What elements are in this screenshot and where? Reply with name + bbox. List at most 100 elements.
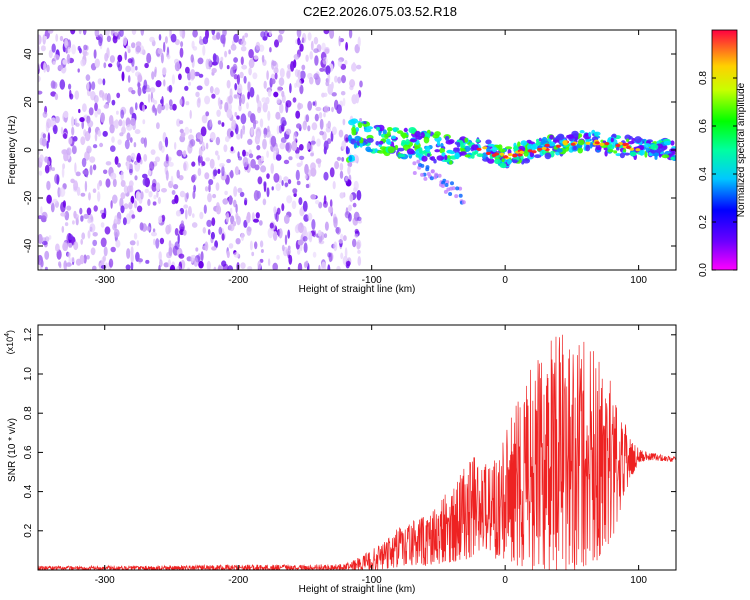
spectrogram-cell bbox=[236, 74, 240, 85]
spectrogram-cell bbox=[482, 146, 488, 150]
spectrogram-cell bbox=[40, 45, 46, 52]
spectrogram-cell bbox=[179, 47, 184, 58]
spectrogram-cell bbox=[114, 30, 119, 37]
spectrogram-cell bbox=[261, 54, 265, 63]
spectrogram-cell bbox=[414, 130, 421, 137]
spectrogram-cell bbox=[198, 147, 203, 157]
spectrogram-cell bbox=[179, 30, 183, 37]
spectrogram-cell bbox=[267, 125, 270, 133]
colorbar-tick-label: 0.8 bbox=[698, 71, 709, 85]
spectrogram-cell bbox=[103, 104, 110, 109]
spectrogram-cell bbox=[331, 126, 337, 135]
spectrogram-cell bbox=[200, 126, 207, 137]
spectrogram-cell bbox=[544, 152, 552, 160]
spectrogram-cell bbox=[78, 30, 82, 35]
spectrogram-cell bbox=[182, 150, 187, 158]
spectrogram-cell bbox=[629, 151, 637, 157]
spectrogram-cell bbox=[191, 40, 195, 49]
spectrogram-cell bbox=[365, 126, 373, 130]
spectrogram-cell bbox=[456, 141, 461, 148]
spectrogram-cell bbox=[85, 74, 91, 81]
spectrogram-cell bbox=[275, 183, 281, 192]
spectrogram-cell bbox=[150, 149, 156, 156]
spectrogram-cell bbox=[86, 254, 90, 260]
spectrogram-cell bbox=[151, 71, 155, 80]
spectrogram-cell bbox=[204, 241, 209, 252]
spectrogram-cell bbox=[299, 84, 304, 95]
spectrogram-cell bbox=[116, 110, 119, 115]
spectrogram-cell bbox=[120, 109, 125, 119]
spectrogram-cell bbox=[473, 151, 479, 155]
spectrogram-cell bbox=[52, 198, 58, 204]
spectrogram-cell bbox=[613, 150, 618, 154]
spectrogram-cell bbox=[91, 81, 96, 91]
spectrogram-cell bbox=[412, 161, 417, 166]
spectrogram-cell bbox=[273, 231, 278, 241]
spectrogram-cell bbox=[97, 191, 101, 202]
spectrogram-cell bbox=[302, 120, 307, 131]
spectrogram-cell bbox=[352, 202, 357, 208]
spectrogram-cell bbox=[266, 173, 270, 180]
spectrogram-cell bbox=[103, 169, 108, 175]
spectrogram-cell bbox=[260, 165, 267, 173]
spectrogram-cell bbox=[234, 83, 238, 91]
spectrogram-cell bbox=[291, 140, 298, 152]
spectrogram-cell bbox=[103, 246, 108, 257]
spectrogram-cell bbox=[247, 91, 251, 100]
spectrogram-cell bbox=[192, 174, 197, 181]
spectrogram-cell bbox=[322, 57, 328, 65]
spectrogram-cell bbox=[137, 86, 142, 97]
spectrogram-cell bbox=[244, 32, 249, 38]
spectrogram-cell bbox=[654, 155, 658, 160]
spectrogram-cell bbox=[145, 226, 151, 231]
spectrogram-cell bbox=[348, 212, 352, 222]
spectrogram-cell bbox=[209, 131, 216, 141]
spectrogram-cell bbox=[512, 159, 518, 164]
spectrogram-cell bbox=[180, 220, 185, 228]
spectrogram-cell bbox=[136, 205, 143, 213]
spectrogram-cell bbox=[450, 181, 454, 186]
spectrogram-cell bbox=[349, 79, 356, 88]
spectrogram-cell bbox=[135, 102, 138, 111]
spectrogram-cell bbox=[341, 75, 346, 84]
spectrogram-cell bbox=[610, 137, 614, 143]
spectrogram-cell bbox=[180, 132, 186, 138]
spectrogram-cell bbox=[51, 43, 56, 53]
spectrogram-cell bbox=[82, 103, 87, 113]
spectrogram-cell bbox=[113, 120, 117, 128]
spectrogram-cell bbox=[70, 30, 76, 35]
spectrogram-cell bbox=[201, 161, 206, 167]
spectrogram-cell bbox=[189, 128, 193, 134]
spectrogram-cell bbox=[353, 142, 357, 149]
spectrogram-cell bbox=[423, 136, 430, 144]
spectrogram-cell bbox=[203, 204, 207, 214]
spectrogram-cell bbox=[250, 158, 256, 169]
spectrogram-cell bbox=[283, 214, 290, 224]
spectrogram-cell bbox=[311, 122, 318, 131]
spectrogram-cell bbox=[122, 217, 127, 226]
spectrogram-cell bbox=[158, 251, 162, 262]
spectrogram-cell bbox=[291, 200, 297, 210]
spectrogram-cell bbox=[279, 103, 284, 114]
spectrogram-cell bbox=[499, 162, 507, 168]
spectrogram-cell bbox=[314, 55, 319, 66]
x-tick-label: -100 bbox=[362, 575, 382, 586]
spectrogram-cell bbox=[298, 155, 305, 160]
spectrogram-cell bbox=[259, 240, 264, 248]
spectrogram-cell bbox=[384, 133, 389, 140]
spectrogram-cell bbox=[283, 159, 290, 165]
spectrogram-cell bbox=[336, 104, 342, 114]
spectrogram-cell bbox=[258, 220, 263, 226]
spectrogram-cell bbox=[246, 226, 252, 236]
spectrogram-cell bbox=[92, 232, 98, 237]
spectrogram-cell bbox=[208, 183, 211, 193]
spectrogram-cell bbox=[304, 174, 308, 179]
spectrogram-cell bbox=[130, 64, 136, 74]
spectrogram-cell bbox=[338, 129, 344, 138]
spectrogram-cell bbox=[245, 214, 251, 224]
spectrogram-cell bbox=[130, 152, 136, 161]
spectrogram-cell bbox=[366, 137, 374, 143]
spectrogram-cell bbox=[104, 52, 109, 62]
spectrogram-cell bbox=[527, 143, 534, 150]
spectrogram-cell bbox=[202, 141, 205, 152]
